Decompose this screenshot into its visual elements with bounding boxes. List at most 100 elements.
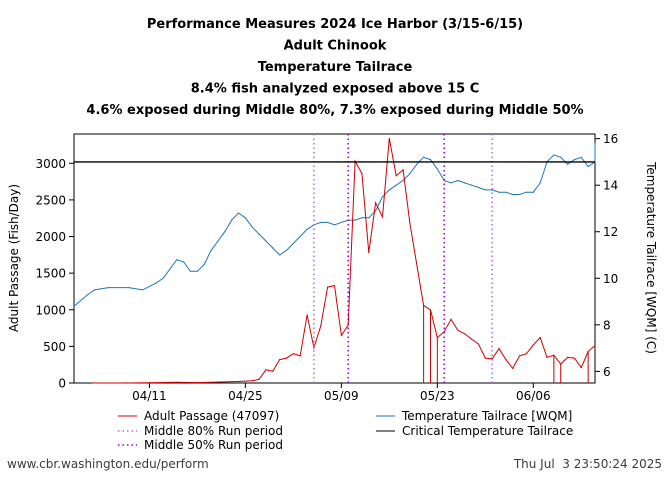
legend: Adult Passage (47097) Temperature Tailrac… [118, 409, 573, 452]
temperature-point [553, 154, 555, 156]
y-left-tick-label: 1500 [35, 267, 66, 281]
x-tick-label: 05/09 [324, 389, 359, 403]
temperature-point [210, 249, 212, 251]
temperature-point [381, 196, 384, 198]
passage-point [313, 347, 315, 349]
y-right-tick-label: 12 [603, 225, 618, 239]
temperature-point [368, 217, 370, 219]
passage-point [381, 216, 384, 218]
y-right-tick-label: 10 [603, 272, 618, 286]
passage-point [498, 348, 500, 350]
temperature-point [567, 163, 569, 165]
temperature-point [94, 289, 96, 291]
passage-point [210, 381, 212, 383]
footer-timestamp: Thu Jul 3 23:50:24 2025 [513, 457, 662, 471]
passage-point [155, 382, 157, 384]
passage-point [450, 318, 452, 320]
temperature-point [189, 270, 192, 272]
passage-point [375, 202, 377, 204]
passage-point [340, 334, 342, 336]
title-line-4: 4.6% exposed during Middle 80%, 7.3% exp… [86, 103, 583, 118]
temperature-point [155, 282, 157, 284]
temperature-point [299, 235, 301, 237]
temperature-point [87, 294, 89, 296]
passage-point [594, 345, 596, 347]
passage-point [573, 357, 576, 359]
temperature-point [505, 191, 507, 193]
temperature-point [457, 179, 459, 182]
temperature-point [258, 233, 260, 235]
passage-point [265, 369, 267, 371]
temperature-point [580, 156, 582, 158]
passage-point [402, 169, 404, 171]
passage-point [237, 380, 240, 383]
passage-point [285, 357, 288, 359]
temperature-point [333, 224, 336, 226]
temperature-point [244, 217, 246, 219]
passage-point [477, 343, 480, 345]
x-tick-label: 05/23 [420, 389, 455, 403]
temperature-point [402, 179, 404, 182]
y-left-tick-label: 2000 [35, 230, 66, 244]
temperature-point [128, 287, 130, 289]
passage-point [306, 314, 308, 316]
y-left-tick-label: 3000 [35, 157, 66, 171]
passage-point [580, 367, 582, 369]
passage-point [279, 359, 281, 361]
temperature-series [73, 142, 596, 307]
passage-point [320, 325, 322, 327]
y-right-tick-label: 14 [603, 179, 618, 193]
y-left-tick-label: 500 [43, 340, 66, 354]
run-period-lines [313, 134, 493, 383]
temperature-point [484, 189, 486, 191]
temperature-point [395, 184, 397, 186]
passage-point [272, 370, 274, 372]
legend-label: Critical Temperature Tailrace [402, 424, 573, 438]
temperature-point [176, 259, 178, 261]
passage-point [368, 252, 370, 254]
passage-point [121, 382, 123, 384]
temperature-point [251, 226, 253, 228]
x-axis: 04/11 04/25 05/09 05/23 06/06 [132, 383, 551, 403]
passage-point [457, 329, 459, 331]
passage-point [347, 324, 349, 326]
temperature-point [539, 182, 541, 184]
temperature-point [361, 217, 363, 219]
legend-label: Adult Passage (47097) [144, 409, 279, 423]
y-left-tick-label: 0 [58, 377, 66, 391]
temperature-point [231, 219, 233, 221]
title-line-3: 8.4% fish analyzed exposed above 15 C [191, 82, 480, 97]
temperature-point [594, 142, 596, 144]
plot-area [73, 133, 596, 384]
temperature-point [162, 277, 164, 279]
temperature-point [142, 289, 144, 291]
title-line-1: Adult Chinook [284, 39, 387, 54]
temperature-point [320, 221, 322, 223]
temperature-point [327, 221, 329, 223]
passage-point [409, 222, 411, 224]
x-tick-label: 04/25 [228, 389, 263, 403]
temperature-point [450, 182, 452, 184]
temperature-point [196, 270, 198, 272]
passage-point [546, 356, 548, 358]
temperature-point [436, 168, 438, 170]
passage-point [512, 367, 514, 369]
temperature-point [477, 186, 480, 189]
passage-point [395, 175, 397, 177]
chart-title: Performance Measures 2024 Ice Harbor (3/… [86, 17, 583, 118]
temperature-point [279, 254, 281, 256]
temperature-point [73, 305, 75, 307]
passage-point [333, 285, 336, 287]
temperature-point [183, 261, 185, 263]
passage-point [525, 353, 528, 355]
temperature-point [265, 240, 267, 242]
y-left-tick-label: 1000 [35, 303, 66, 317]
passage-point [292, 353, 294, 355]
temperature-point [306, 228, 308, 230]
y-right-tick-label: 8 [603, 318, 611, 332]
passage-point [258, 378, 260, 380]
passage-point [567, 356, 569, 358]
passage-point [299, 355, 301, 357]
temperature-point [519, 193, 521, 196]
